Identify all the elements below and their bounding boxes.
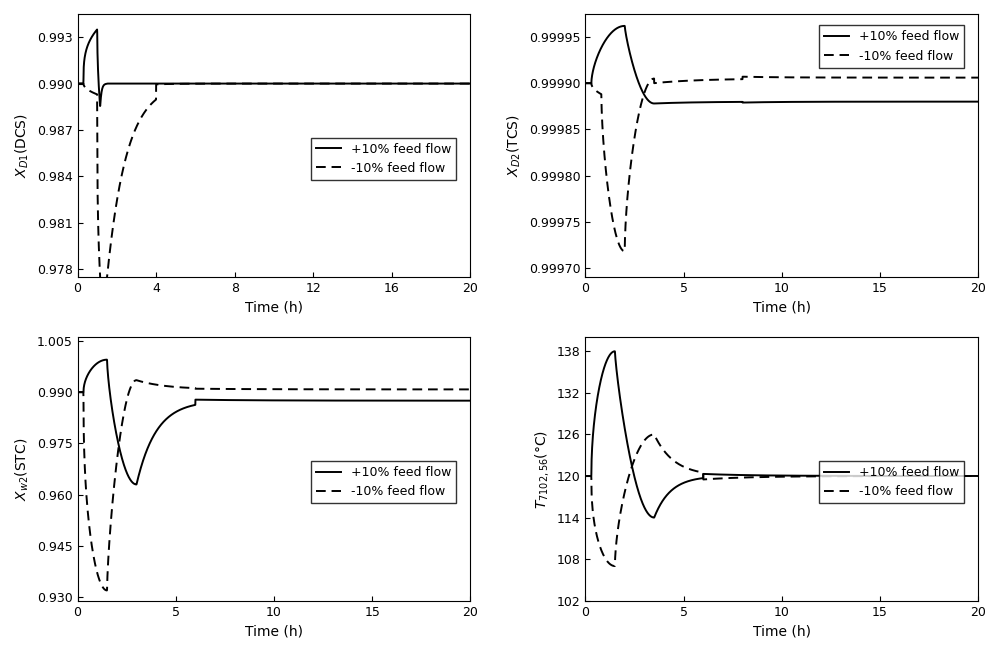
+10% feed flow: [415, 396, 427, 404]
+10% feed flow: [579, 472, 591, 480]
+10% feed flow: [648, 100, 660, 108]
+10% feed flow: [965, 98, 977, 106]
+10% feed flow: [619, 22, 631, 30]
-10% feed flow: [415, 385, 427, 393]
+10% feed flow: [965, 472, 977, 480]
-10% feed flow: [609, 562, 621, 570]
+10% feed flow: [579, 80, 591, 87]
Line: -10% feed flow: -10% feed flow: [585, 434, 978, 566]
-10% feed flow: [116, 168, 128, 175]
Line: +10% feed flow: +10% feed flow: [78, 29, 470, 106]
-10% feed flow: [72, 80, 84, 87]
+10% feed flow: [922, 98, 934, 106]
X-axis label: Time (h): Time (h): [753, 624, 811, 638]
Line: -10% feed flow: -10% feed flow: [78, 380, 470, 591]
-10% feed flow: [457, 80, 469, 87]
+10% feed flow: [140, 80, 152, 87]
+10% feed flow: [457, 80, 469, 87]
Y-axis label: $T_{7102,56}$(°C): $T_{7102,56}$(°C): [533, 430, 551, 509]
+10% feed flow: [624, 455, 636, 463]
Y-axis label: $X_{D2}$(TCS): $X_{D2}$(TCS): [506, 114, 523, 177]
Line: -10% feed flow: -10% feed flow: [585, 77, 978, 251]
-10% feed flow: [730, 474, 742, 482]
-10% feed flow: [140, 379, 152, 387]
+10% feed flow: [91, 25, 103, 33]
-10% feed flow: [140, 106, 152, 114]
+10% feed flow: [116, 456, 128, 464]
+10% feed flow: [72, 388, 84, 396]
Line: +10% feed flow: +10% feed flow: [585, 26, 978, 104]
-10% feed flow: [130, 376, 142, 384]
+10% feed flow: [130, 481, 142, 488]
+10% feed flow: [922, 472, 934, 480]
Legend: +10% feed flow, -10% feed flow: +10% feed flow, -10% feed flow: [311, 461, 456, 503]
Legend: +10% feed flow, -10% feed flow: +10% feed flow, -10% feed flow: [311, 138, 456, 180]
-10% feed flow: [101, 587, 113, 595]
X-axis label: Time (h): Time (h): [245, 301, 303, 314]
+10% feed flow: [972, 472, 984, 480]
+10% feed flow: [648, 514, 660, 522]
-10% feed flow: [619, 247, 631, 255]
+10% feed flow: [747, 471, 759, 479]
Y-axis label: $X_{D1}$(DCS): $X_{D1}$(DCS): [14, 113, 31, 178]
+10% feed flow: [747, 98, 759, 106]
-10% feed flow: [579, 472, 591, 480]
-10% feed flow: [922, 472, 934, 480]
-10% feed flow: [72, 388, 84, 396]
-10% feed flow: [747, 73, 759, 81]
+10% feed flow: [239, 396, 251, 404]
+10% feed flow: [457, 397, 469, 405]
+10% feed flow: [648, 514, 660, 522]
-10% feed flow: [624, 164, 636, 172]
-10% feed flow: [464, 80, 476, 87]
+10% feed flow: [415, 80, 427, 87]
+10% feed flow: [464, 397, 476, 405]
+10% feed flow: [609, 348, 621, 355]
-10% feed flow: [414, 80, 426, 87]
-10% feed flow: [922, 74, 934, 82]
+10% feed flow: [117, 80, 129, 87]
+10% feed flow: [222, 396, 234, 404]
-10% feed flow: [730, 76, 742, 83]
-10% feed flow: [747, 473, 759, 481]
-10% feed flow: [972, 74, 984, 82]
-10% feed flow: [965, 74, 977, 82]
-10% feed flow: [972, 472, 984, 480]
-10% feed flow: [464, 385, 476, 393]
-10% feed flow: [648, 430, 660, 438]
X-axis label: Time (h): Time (h): [245, 624, 303, 638]
-10% feed flow: [457, 385, 469, 393]
X-axis label: Time (h): Time (h): [753, 301, 811, 314]
+10% feed flow: [222, 80, 234, 87]
-10% feed flow: [94, 281, 106, 289]
+10% feed flow: [101, 356, 113, 364]
Legend: +10% feed flow, -10% feed flow: +10% feed flow, -10% feed flow: [819, 461, 964, 503]
+10% feed flow: [648, 100, 660, 108]
-10% feed flow: [648, 430, 660, 438]
-10% feed flow: [737, 73, 749, 81]
Y-axis label: $X_{w2}$(STC): $X_{w2}$(STC): [14, 437, 31, 501]
Line: +10% feed flow: +10% feed flow: [78, 360, 470, 484]
Line: +10% feed flow: +10% feed flow: [585, 351, 978, 518]
+10% feed flow: [730, 98, 742, 106]
-10% feed flow: [648, 75, 660, 83]
+10% feed flow: [730, 471, 742, 479]
Legend: +10% feed flow, -10% feed flow: +10% feed flow, -10% feed flow: [819, 25, 964, 68]
-10% feed flow: [239, 385, 251, 393]
-10% feed flow: [579, 80, 591, 87]
-10% feed flow: [624, 467, 636, 475]
+10% feed flow: [972, 98, 984, 106]
-10% feed flow: [222, 385, 234, 393]
+10% feed flow: [464, 80, 476, 87]
+10% feed flow: [624, 52, 636, 59]
-10% feed flow: [965, 472, 977, 480]
Line: -10% feed flow: -10% feed flow: [78, 83, 470, 285]
-10% feed flow: [239, 80, 251, 87]
-10% feed flow: [116, 417, 128, 425]
+10% feed flow: [94, 102, 106, 110]
+10% feed flow: [140, 449, 152, 456]
+10% feed flow: [72, 80, 84, 87]
-10% feed flow: [222, 80, 234, 87]
+10% feed flow: [239, 80, 251, 87]
